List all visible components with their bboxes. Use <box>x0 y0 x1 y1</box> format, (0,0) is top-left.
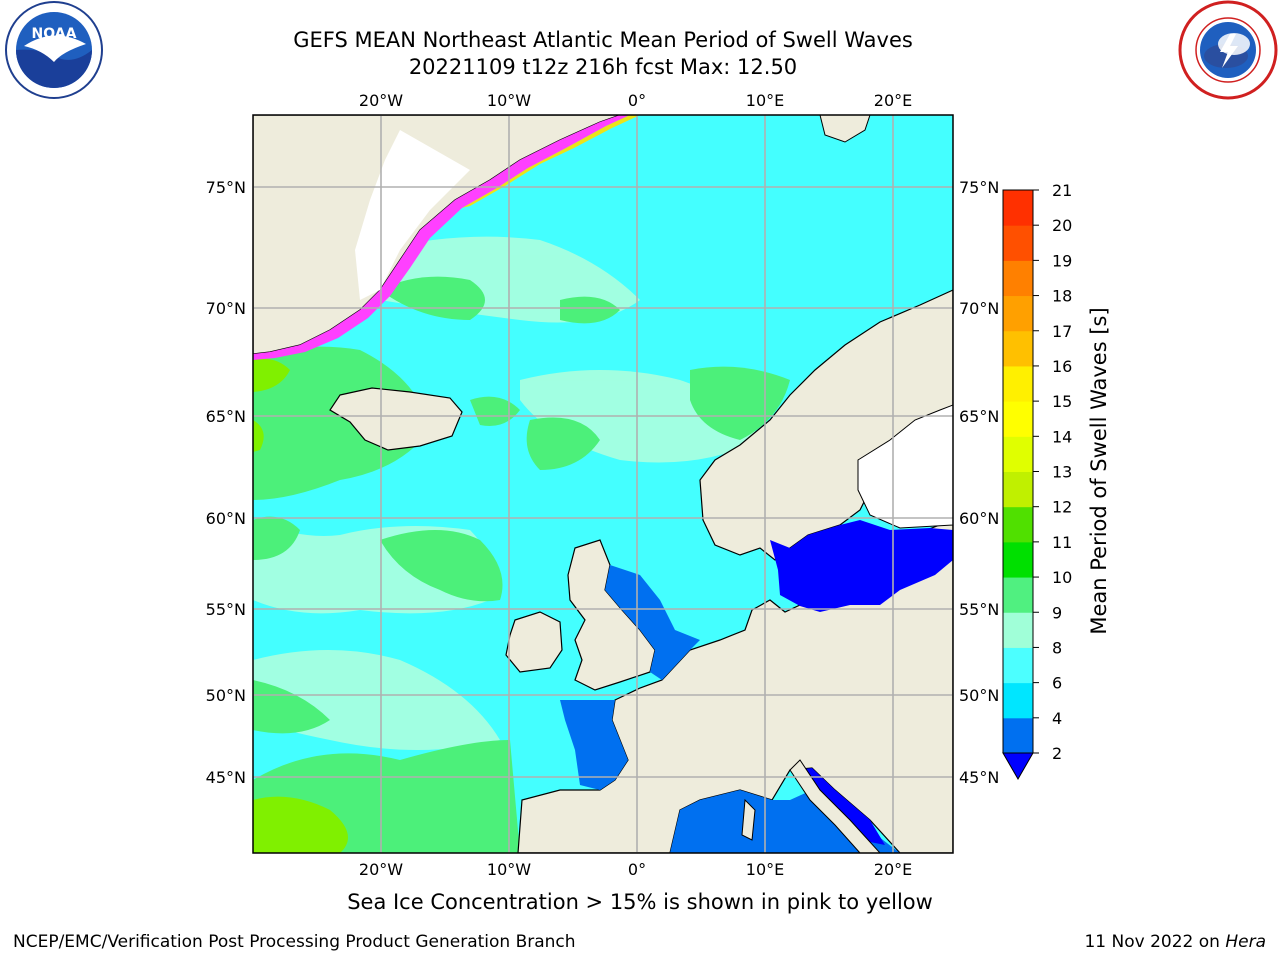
north-sea-low-period <box>605 565 700 680</box>
graticule <box>253 115 953 853</box>
lat-label-left: 70°N <box>206 299 246 318</box>
lon-label-bottom: 0° <box>628 860 646 879</box>
colorbar-segment <box>1003 190 1033 226</box>
colorbar-segment <box>1003 295 1033 332</box>
colorbar-tick-label: 9 <box>1052 603 1062 622</box>
lat-label-left: 55°N <box>206 600 246 619</box>
colorbar-tick-label: 11 <box>1052 533 1072 552</box>
lon-label-top: 20°W <box>359 91 403 110</box>
lon-label-top: 0° <box>628 91 646 110</box>
colorbar: 2 4 6 8 9 10 11 12 13 14 15 16 17 18 19 20 21 <box>1002 181 1072 781</box>
colorbar-extend-arrow <box>1002 752 1034 781</box>
colorbar-tick-label: 2 <box>1052 744 1062 763</box>
production-date-text: 11 Nov 2022 on <box>1084 932 1226 952</box>
colorbar-segment <box>1003 471 1033 508</box>
lat-label-right: 65°N <box>959 407 999 426</box>
colorbar-tick-label: 17 <box>1052 322 1072 341</box>
colorbar-segment <box>1003 436 1033 472</box>
nws-logo <box>1178 0 1278 100</box>
lon-label-bottom: 20°E <box>874 860 912 879</box>
no-data-area <box>355 130 470 300</box>
corsica-sardinia <box>741 798 756 841</box>
colorbar-tick-label: 4 <box>1052 709 1062 728</box>
production-host: Hera <box>1225 932 1266 952</box>
lat-label-left: 45°N <box>206 768 246 787</box>
colorbar-segment <box>1003 330 1033 367</box>
production-date: 11 Nov 2022 on Hera <box>1084 932 1266 952</box>
colorbar-tick-label: 10 <box>1052 568 1072 587</box>
lat-label-right: 60°N <box>959 509 999 528</box>
colorbar-label: Mean Period of Swell Waves [s] <box>1087 307 1111 634</box>
lon-label-bottom: 10°W <box>487 860 531 879</box>
chart-subtitle: 20221109 t12z 216h fcst Max: 12.50 <box>408 55 798 79</box>
noaa-logo-text: NOAA <box>32 26 77 42</box>
lat-label-right: 45°N <box>959 768 999 787</box>
colorbar-tick-label: 12 <box>1052 498 1072 517</box>
iceland-landmass <box>329 387 463 451</box>
lon-label-bottom: 10°E <box>746 860 784 879</box>
colorbar-segment <box>1003 612 1033 648</box>
colorbar-segment <box>1003 541 1033 578</box>
colorbar-tick-label: 20 <box>1052 216 1072 235</box>
lat-label-left: 65°N <box>206 407 246 426</box>
lon-label-top: 20°E <box>874 91 912 110</box>
lat-label-right: 55°N <box>959 600 999 619</box>
ireland-landmass <box>505 611 563 673</box>
map-area <box>253 115 953 853</box>
colorbar-tick-label: 6 <box>1052 674 1062 693</box>
colorbar-tick-label: 15 <box>1052 392 1072 411</box>
colorbar-tick-label: 13 <box>1052 463 1072 482</box>
lon-label-bottom: 20°W <box>359 860 403 879</box>
lat-label-right: 75°N <box>959 178 999 197</box>
colorbar-segment <box>1003 260 1033 297</box>
colorbar-tick-label: 21 <box>1052 181 1072 200</box>
lat-label-left: 60°N <box>206 509 246 528</box>
colorbar-tick-label: 18 <box>1052 287 1072 306</box>
colorbar-segment <box>1003 506 1033 543</box>
colorbar-segment <box>1003 401 1033 437</box>
colorbar-segment <box>1003 647 1033 684</box>
italy-landmass <box>789 759 881 853</box>
baltic-sea-low-period <box>770 520 953 612</box>
colorbar-segment <box>1003 682 1033 719</box>
lat-label-left: 75°N <box>206 178 246 197</box>
sea-ice-fringe-yellow <box>462 115 640 208</box>
lon-label-top: 10°W <box>487 91 531 110</box>
chart-title: GEFS MEAN Northeast Atlantic Mean Period… <box>293 28 913 52</box>
producer-credit: NCEP/EMC/Verification Post Processing Pr… <box>13 932 576 952</box>
mediterranean-sea <box>670 790 900 853</box>
lon-label-top: 10°E <box>746 91 784 110</box>
noaa-logo: NOAA <box>5 1 103 99</box>
colorbar-tick-label: 19 <box>1052 251 1072 270</box>
lat-label-right: 70°N <box>959 299 999 318</box>
svalbard-landmass <box>819 115 871 143</box>
colorbar-tick-label: 8 <box>1052 638 1062 657</box>
colorbar-segment <box>1003 225 1033 261</box>
colorbar-segment <box>1003 577 1033 613</box>
colorbar-segment <box>1003 717 1033 754</box>
bay-of-biscay-low-period <box>560 700 628 790</box>
sea-ice-footnote: Sea Ice Concentration > 15% is shown in … <box>347 890 933 914</box>
swell-11s-region <box>253 358 348 853</box>
colorbar-tick-label: 14 <box>1052 427 1072 446</box>
bothnia-no-data <box>857 404 953 529</box>
lat-label-right: 50°N <box>959 686 999 705</box>
colorbar-tick-label: 16 <box>1052 357 1072 376</box>
colorbar-segment <box>1003 365 1033 402</box>
map-frame <box>252 114 954 854</box>
lat-label-left: 50°N <box>206 686 246 705</box>
